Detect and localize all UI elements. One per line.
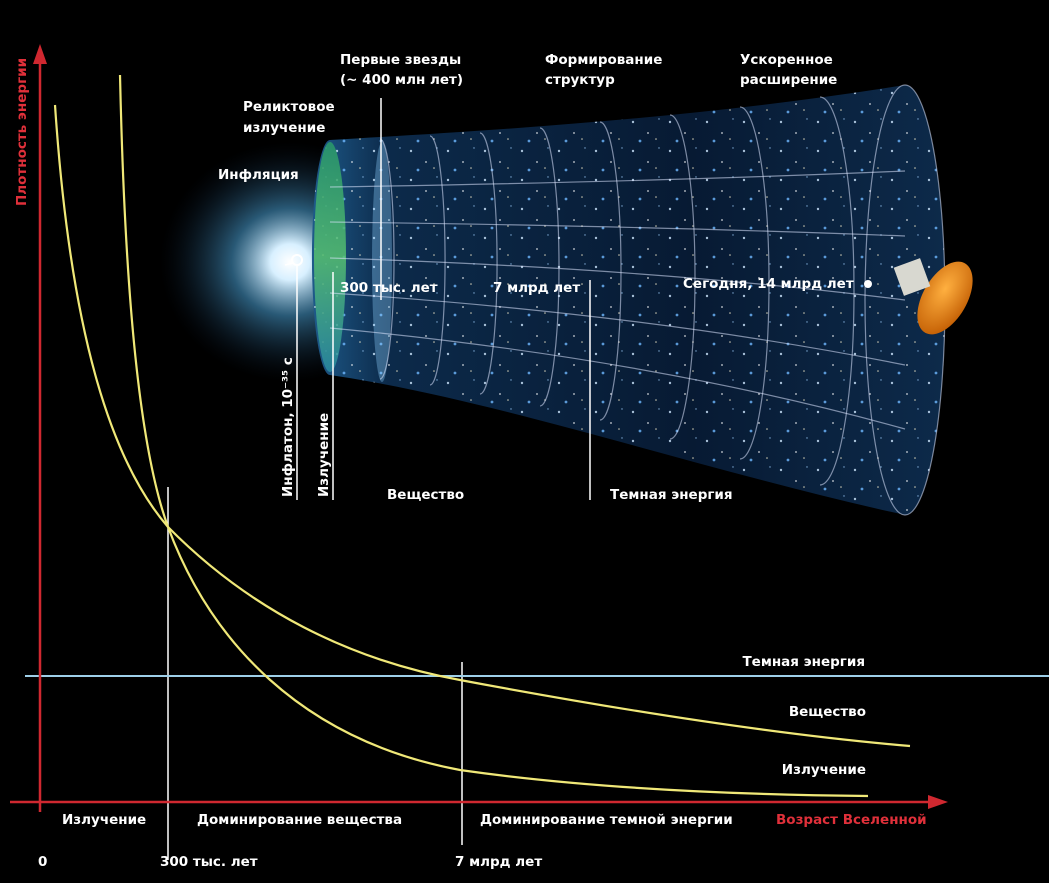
curve-label: Излучение bbox=[782, 762, 866, 778]
curve-label: Вещество bbox=[789, 704, 866, 720]
era-label: Доминирование вещества bbox=[197, 812, 402, 828]
x-tick-label: 300 тыс. лет bbox=[160, 854, 258, 870]
expansion-label: Ускоренное bbox=[740, 52, 833, 68]
era-label: Доминирование темной энергии bbox=[480, 812, 733, 828]
structure-label: Формирование bbox=[545, 52, 662, 68]
era-label: Излучение bbox=[62, 812, 146, 828]
curve-label: Темная энергия bbox=[742, 654, 865, 670]
time-label: 300 тыс. лет bbox=[340, 280, 438, 296]
cmb-label: излучение bbox=[243, 120, 325, 136]
structure-label: структур bbox=[545, 72, 615, 88]
x-tick-label: 7 млрд лет bbox=[455, 854, 542, 870]
first-stars-label: Первые звезды bbox=[340, 52, 461, 68]
inflaton-label: Инфлатон, 10⁻³⁵ с bbox=[280, 357, 296, 497]
inflation-label: Инфляция bbox=[218, 167, 299, 183]
first-stars-band bbox=[372, 142, 392, 382]
cmb-disk bbox=[314, 142, 346, 372]
matter-era-label: Вещество bbox=[387, 487, 464, 503]
x-tick-label: 0 bbox=[38, 854, 47, 870]
infographic: Плотность энергии Возраст Вселенной Перв… bbox=[0, 0, 1049, 883]
time-label: 7 млрд лет bbox=[493, 280, 580, 296]
expansion-label: расширение bbox=[740, 72, 837, 88]
radiation-era-label: Излучение bbox=[316, 413, 332, 497]
first-stars-label: (~ 400 млн лет) bbox=[340, 72, 463, 88]
y-axis-title: Плотность энергии bbox=[14, 58, 30, 206]
dark-energy-era-label: Темная энергия bbox=[610, 487, 733, 503]
cmb-label: Реликтовое bbox=[243, 99, 335, 115]
x-axis-title: Возраст Вселенной bbox=[776, 812, 927, 828]
today-label: Сегодня, 14 млрд лет bbox=[683, 276, 854, 292]
